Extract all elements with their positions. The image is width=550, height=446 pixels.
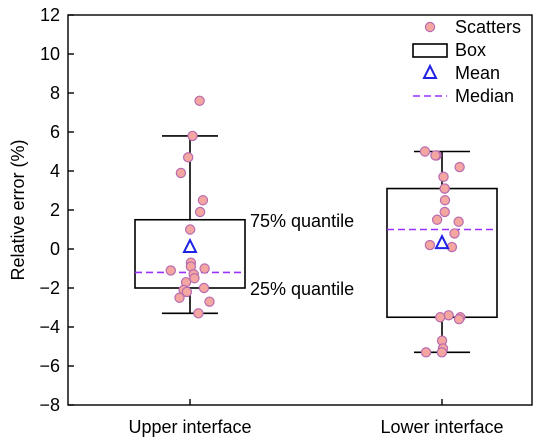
y-tick-label: 0: [50, 239, 60, 259]
scatter-point: [431, 214, 443, 225]
scatter-point: [454, 161, 465, 173]
scatter-point: [184, 224, 196, 235]
y-axis-label: Relative error (%): [8, 139, 28, 280]
y-tick-label: 8: [50, 83, 60, 103]
scatter-point: [439, 183, 450, 194]
legend-label-mean: Mean: [455, 63, 500, 83]
scatter-point: [446, 241, 458, 253]
scatter-point: [435, 312, 446, 323]
y-tick-label: 6: [50, 122, 60, 142]
scatter-point: [453, 216, 464, 227]
x-tick-label: Upper interface: [128, 417, 251, 437]
scatter-point: [182, 152, 194, 163]
legend-label-median: Median: [455, 86, 514, 106]
scatter-point: [453, 314, 465, 325]
scatter-point: [419, 146, 431, 157]
scatter-point: [424, 239, 436, 251]
legend: Scatters Box Mean Median: [412, 17, 521, 106]
scatter-point: [175, 167, 187, 179]
scatter-point: [197, 195, 209, 206]
scatter-points: [165, 95, 466, 358]
scatter-point: [439, 195, 451, 206]
legend-box-marker: [412, 43, 448, 58]
scatter-point: [198, 282, 210, 294]
y-tick-label: 4: [50, 161, 60, 181]
annotation-25-quantile: 25% quantile: [250, 279, 354, 299]
x-tick-label: Lower interface: [380, 417, 503, 437]
y-tick-label: −8: [39, 395, 60, 415]
scatter-point: [199, 263, 210, 274]
scatter-point: [165, 265, 176, 276]
annotation-75-quantile: 75% quantile: [250, 211, 354, 231]
y-tick-label: −2: [39, 278, 60, 298]
scatter-point: [174, 292, 185, 303]
scatter-point: [187, 130, 198, 142]
scatter-point: [194, 95, 205, 107]
legend-label-scatters: Scatters: [455, 17, 521, 37]
scatter-point: [181, 286, 193, 298]
axes: −8 −6 −4 −2 0 2 4 6 8 10 12 Relative error (%) Upper…: [8, 5, 533, 437]
scatter-point: [443, 310, 454, 321]
scatter-point: [438, 171, 449, 183]
scatter-point: [204, 296, 215, 307]
mean-marker: [182, 237, 198, 254]
annotations: 75% quantile 25% quantile: [250, 211, 354, 299]
scatter-point: [189, 273, 200, 284]
y-tick-label: 10: [40, 44, 60, 64]
y-tick-label: 12: [40, 5, 60, 25]
y-tick-label: −6: [39, 356, 60, 376]
legend-mean-marker: [422, 63, 438, 79]
scatter-point: [449, 228, 460, 239]
scatter-point: [194, 206, 206, 218]
scatter-point: [439, 206, 450, 218]
scatter-point: [420, 347, 432, 358]
scatter-point: [436, 347, 448, 358]
y-tick-label: 2: [50, 200, 60, 220]
scatter-point: [193, 308, 204, 319]
legend-scatter-marker: [424, 21, 436, 33]
scatter-point: [430, 150, 441, 161]
legend-label-box: Box: [455, 40, 486, 60]
mean-marker: [434, 233, 450, 250]
y-tick-label: −4: [39, 317, 60, 337]
